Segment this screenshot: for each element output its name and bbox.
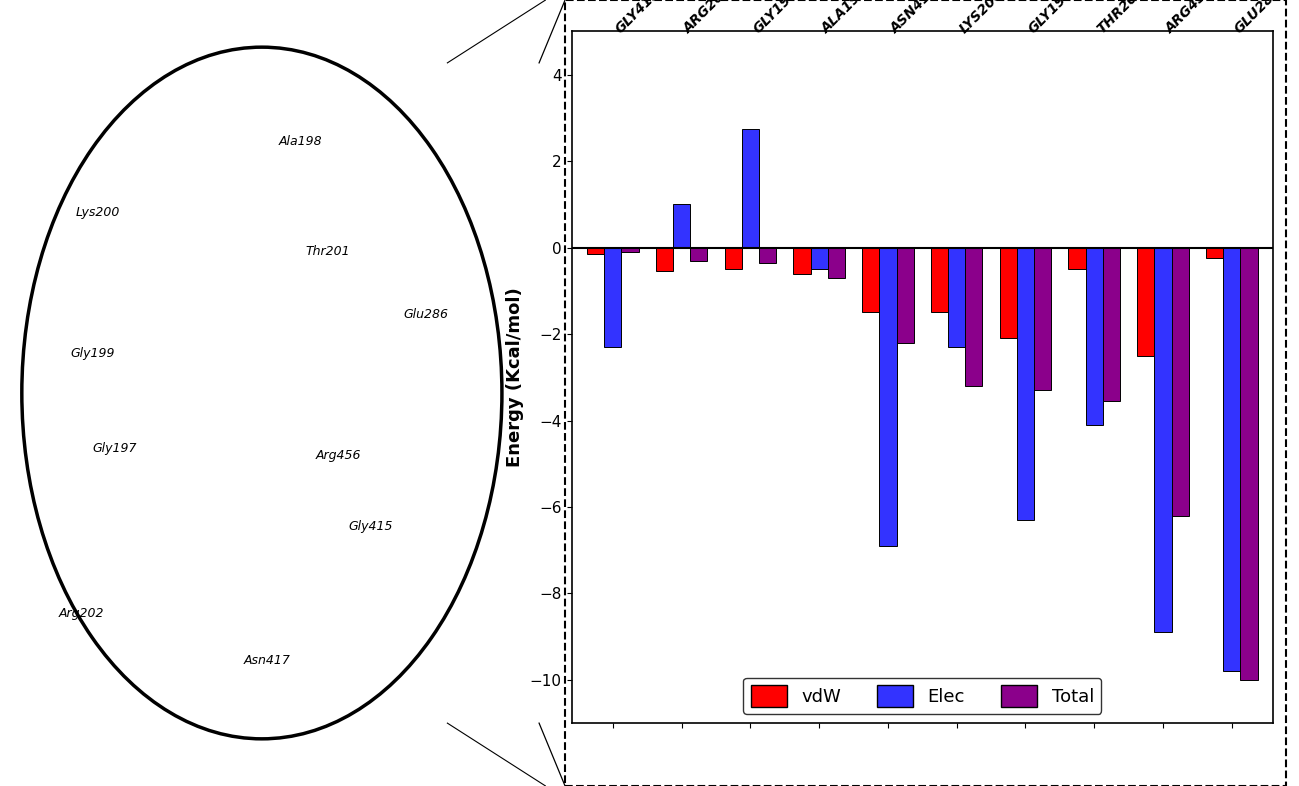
Text: Ala198: Ala198 bbox=[278, 135, 322, 148]
Bar bbox=[896, 248, 913, 343]
Text: Glu286: Glu286 bbox=[403, 308, 448, 321]
Y-axis label: Energy (Kcal/mol): Energy (Kcal/mol) bbox=[507, 288, 525, 467]
Text: Arg456: Arg456 bbox=[316, 450, 361, 462]
Text: LYS200: LYS200 bbox=[956, 0, 1005, 35]
Bar bbox=[811, 248, 827, 269]
Bar bbox=[1172, 248, 1189, 516]
Text: ASN417: ASN417 bbox=[889, 0, 940, 35]
Bar bbox=[587, 248, 604, 254]
Bar bbox=[742, 129, 759, 248]
Legend: vdW, Elec, Total: vdW, Elec, Total bbox=[743, 678, 1102, 714]
Text: Arg202: Arg202 bbox=[58, 607, 105, 619]
Text: THR201: THR201 bbox=[1094, 0, 1147, 35]
Text: Thr201: Thr201 bbox=[305, 245, 349, 258]
Bar bbox=[1241, 248, 1257, 680]
Bar bbox=[827, 248, 844, 277]
Bar bbox=[673, 204, 690, 248]
Text: GLY199: GLY199 bbox=[1025, 0, 1076, 35]
Bar bbox=[1137, 248, 1155, 355]
Bar bbox=[879, 248, 896, 545]
Bar bbox=[690, 248, 708, 261]
Bar bbox=[1000, 248, 1017, 338]
Bar bbox=[965, 248, 982, 386]
Bar bbox=[1224, 248, 1241, 671]
Bar bbox=[1155, 248, 1172, 632]
Text: ARG202: ARG202 bbox=[682, 0, 735, 35]
Bar bbox=[1103, 248, 1120, 401]
Text: Asn417: Asn417 bbox=[244, 654, 291, 667]
Bar bbox=[794, 248, 811, 274]
Bar bbox=[863, 248, 879, 313]
Bar bbox=[1017, 248, 1034, 520]
Bar bbox=[604, 248, 621, 347]
Bar bbox=[656, 248, 673, 271]
Bar bbox=[1205, 248, 1224, 259]
Text: Gly197: Gly197 bbox=[92, 442, 136, 454]
Text: Gly415: Gly415 bbox=[348, 520, 394, 533]
Bar bbox=[621, 248, 639, 252]
Text: Lys200: Lys200 bbox=[77, 206, 121, 219]
Bar bbox=[725, 248, 742, 269]
Bar bbox=[931, 248, 948, 313]
Text: Gly199: Gly199 bbox=[70, 347, 116, 360]
Bar bbox=[948, 248, 965, 347]
Text: ARG456: ARG456 bbox=[1163, 0, 1216, 35]
Text: GLY197: GLY197 bbox=[751, 0, 800, 35]
Bar bbox=[1034, 248, 1051, 390]
Bar bbox=[1086, 248, 1103, 424]
Bar bbox=[759, 248, 777, 263]
Bar bbox=[1068, 248, 1086, 269]
Text: GLU286: GLU286 bbox=[1231, 0, 1283, 35]
Text: GLY415: GLY415 bbox=[613, 0, 662, 35]
Text: ALA198: ALA198 bbox=[820, 0, 870, 35]
